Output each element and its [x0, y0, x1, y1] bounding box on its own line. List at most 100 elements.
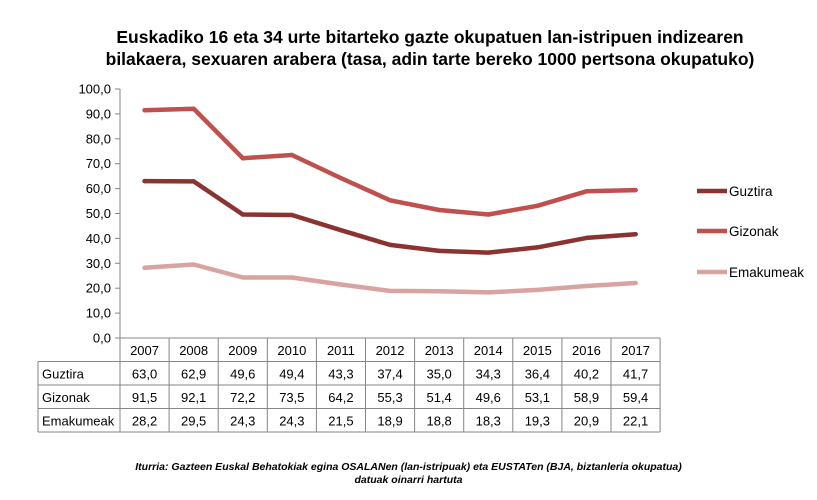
data-label: 18,8	[426, 414, 451, 429]
series-line-guztira	[142, 178, 638, 255]
x-tick-label: 2009	[228, 343, 257, 358]
data-label: 49,6	[230, 367, 255, 382]
data-label: 20,9	[574, 414, 599, 429]
x-tick-label: 2016	[572, 343, 601, 358]
data-label: 58,9	[574, 390, 599, 405]
y-tick-label: 20,0	[86, 281, 111, 296]
data-label: 29,5	[181, 414, 206, 429]
data-point	[191, 179, 196, 184]
x-tick-label: 2015	[523, 343, 552, 358]
data-label: 36,4	[525, 367, 550, 382]
data-point	[289, 152, 295, 158]
y-tick-label: 60,0	[86, 181, 111, 196]
data-label: 91,5	[132, 390, 157, 405]
y-tick-label: 50,0	[86, 206, 111, 221]
data-point	[584, 283, 589, 289]
data-point	[387, 198, 393, 203]
data-point	[436, 207, 442, 213]
data-point	[486, 250, 491, 255]
series-line-emakumeak	[142, 262, 638, 295]
data-label: 53,1	[525, 390, 550, 405]
data-point	[240, 156, 245, 161]
data-point	[436, 248, 442, 254]
data-label: 55,3	[377, 390, 402, 405]
source-note-line-2: datuak oinarri hartuta	[354, 474, 463, 486]
y-tick-label: 90,0	[86, 106, 111, 121]
y-tick-label: 10,0	[86, 306, 111, 321]
table-row-label: Guztira	[42, 367, 85, 382]
data-label: 18,3	[476, 414, 501, 429]
y-tick-label: 40,0	[86, 231, 111, 246]
data-point	[633, 280, 638, 286]
y-tick-label: 80,0	[86, 131, 111, 146]
legend-entry: Guztira	[729, 184, 773, 199]
table-row-label: Emakumeak	[42, 414, 115, 429]
data-label: 40,2	[574, 367, 599, 382]
y-tick-label: 70,0	[86, 156, 111, 171]
data-label: 59,4	[623, 390, 648, 405]
data-point	[584, 189, 589, 194]
data-point	[289, 212, 295, 218]
y-tick-label: 0,0	[93, 331, 111, 346]
x-tick-label: 2014	[474, 343, 503, 358]
data-point	[240, 275, 245, 280]
data-point	[142, 265, 147, 270]
y-tick-label: 30,0	[86, 256, 111, 271]
data-point	[338, 175, 344, 181]
data-point	[142, 107, 147, 113]
legend-entry: Emakumeak	[729, 265, 804, 280]
data-label: 34,3	[476, 367, 501, 382]
x-tick-label: 2012	[376, 343, 405, 358]
x-tick-label: 2008	[179, 343, 208, 358]
data-point	[535, 203, 540, 208]
data-point	[387, 242, 393, 248]
data-point	[191, 106, 196, 111]
data-label: 92,1	[181, 390, 206, 405]
y-tick-label: 100,0	[78, 82, 111, 97]
data-label: 64,2	[328, 390, 353, 405]
data-label: 37,4	[377, 367, 402, 382]
source-note-line-1: Iturria: Gazteen Euskal Behatokiak egina…	[135, 461, 682, 473]
data-point	[535, 245, 540, 250]
data-label: 63,0	[132, 367, 157, 382]
data-label: 24,3	[279, 414, 304, 429]
chart-title-line-1: Euskadiko 16 eta 34 urte bitarteko gazte…	[116, 27, 744, 47]
data-point	[535, 287, 540, 293]
data-label: 41,7	[623, 367, 648, 382]
data-label: 43,3	[328, 367, 353, 382]
data-point	[191, 262, 196, 267]
chart-title-line-2: bilakaera, sexuaren arabera (tasa, adin …	[105, 49, 755, 69]
data-label: 28,2	[132, 414, 157, 429]
data-point	[436, 288, 442, 294]
data-label: 49,6	[476, 390, 501, 405]
data-point	[584, 235, 589, 241]
data-label: 19,3	[525, 414, 550, 429]
data-point	[486, 290, 491, 295]
data-label: 21,5	[328, 414, 353, 429]
table-row-label: Gizonak	[42, 390, 90, 405]
data-label: 73,5	[279, 390, 304, 405]
data-label: 51,4	[426, 390, 451, 405]
data-point	[633, 187, 638, 193]
data-label: 22,1	[623, 414, 648, 429]
data-label: 24,3	[230, 414, 255, 429]
data-label: 72,2	[230, 390, 255, 405]
data-point	[142, 178, 147, 184]
data-label: 49,4	[279, 367, 304, 382]
x-tick-label: 2017	[621, 343, 650, 358]
legend-entry: Gizonak	[729, 224, 779, 239]
data-point	[240, 212, 245, 217]
data-point	[338, 282, 344, 287]
data-label: 62,9	[181, 367, 206, 382]
data-point	[633, 231, 638, 237]
data-label: 35,0	[426, 367, 451, 382]
data-point	[289, 275, 295, 280]
data-point	[387, 288, 393, 294]
x-tick-label: 2010	[277, 343, 306, 358]
data-point	[486, 212, 491, 217]
data-label: 18,9	[377, 414, 402, 429]
data-point	[338, 227, 344, 233]
x-tick-label: 2013	[425, 343, 454, 358]
x-tick-label: 2011	[327, 343, 355, 358]
